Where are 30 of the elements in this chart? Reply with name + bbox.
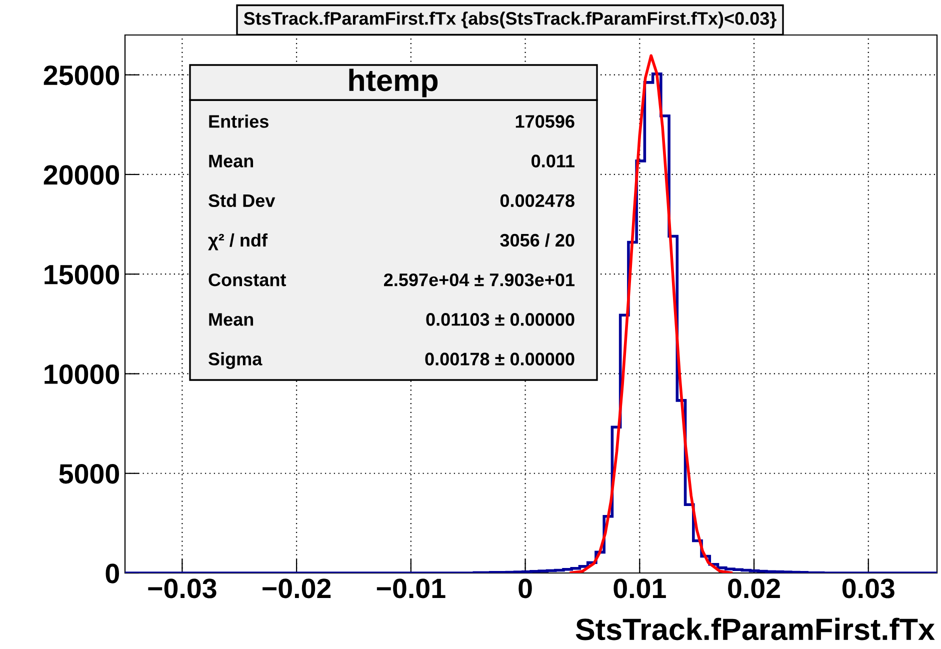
- annotation: Sigma: [208, 352, 262, 370]
- y-tick-label: 15000: [44, 264, 120, 284]
- y-tick-label: 5000: [59, 464, 120, 484]
- x-tick-label: 0.03: [842, 578, 894, 598]
- annotation: 3056 / 20: [500, 233, 574, 247]
- x-tick-label: −0.02: [262, 578, 331, 598]
- x-tick-label: 0.01: [614, 578, 666, 598]
- annotation: 0.00178 ± 0.00000: [425, 352, 574, 366]
- x-tick-label: −0.03: [148, 578, 216, 598]
- x-tick-label: −0.01: [376, 578, 446, 598]
- y-tick-label: 20000: [44, 165, 120, 185]
- annotation: Entries: [209, 114, 268, 128]
- annotation: χ² / ndf: [208, 233, 268, 250]
- annotation: htemp: [349, 68, 438, 98]
- annotation: Mean: [209, 313, 254, 326]
- annotation: Mean: [209, 154, 254, 168]
- annotation: 170596: [516, 115, 574, 128]
- annotation: 2.597e+04 ± 7.903e+01: [384, 273, 575, 286]
- annotation: 0.01103 ± 0.00000: [426, 313, 574, 326]
- annotation: 0.002478: [500, 194, 574, 208]
- x-axis-title: StsTrack.fParamFirst.fTx: [576, 618, 935, 640]
- x-tick-label: 0.02: [728, 578, 780, 598]
- y-tick-label: 0: [106, 564, 119, 584]
- chart-title: StsTrack.fParamFirst.fTx {abs(StsTrack.fParamFirst.fTx)<0.03}: [244, 12, 776, 28]
- y-tick-label: 10000: [44, 364, 120, 384]
- annotation: 0.011: [532, 154, 574, 168]
- x-tick-label: 0: [518, 578, 532, 598]
- annotation: Constant: [208, 273, 286, 286]
- annotation: Std Dev: [208, 194, 276, 208]
- y-tick-label: 25000: [44, 66, 120, 86]
